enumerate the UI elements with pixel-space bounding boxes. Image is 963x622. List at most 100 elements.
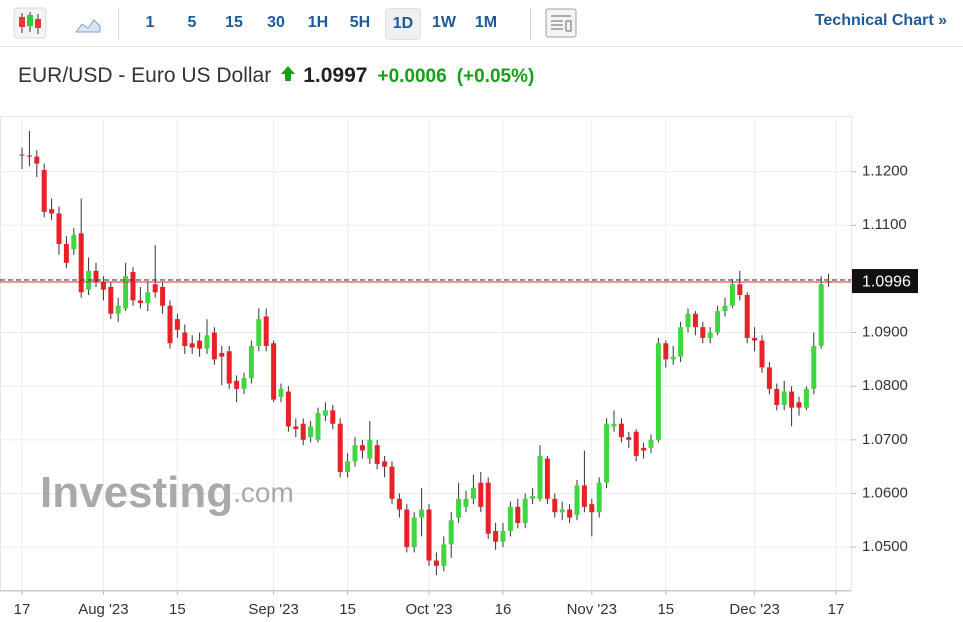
candle-body [359,445,365,451]
y-tick-label: 1.0500 [862,538,908,555]
candle-body [330,410,336,424]
candle-body [63,244,69,263]
candle-body [396,498,402,510]
interval-button[interactable]: 5H [349,14,371,31]
candle-body [781,391,787,405]
candle-body [789,391,795,408]
candle-icon [35,19,41,28]
candle-body [241,378,247,389]
watermark-suffix: .com [233,477,294,508]
interval-button[interactable]: 1 [145,14,155,31]
candle-body [493,531,499,542]
candle-body [404,509,410,548]
x-tick-label: Nov '23 [567,601,617,618]
watermark-brand: Investing [40,468,233,517]
candle-body [715,311,721,333]
candle-body [574,485,580,515]
technical-chart-link[interactable]: Technical Chart » [814,12,947,29]
interval-button[interactable]: 1W [432,14,456,31]
candle-body [441,544,447,566]
candle-body [433,560,439,566]
interval-button[interactable]: 1H [307,14,329,31]
candle-body [463,498,469,507]
candle-body [530,496,536,499]
candle-body [648,439,654,448]
candle-body [34,156,40,164]
candle-body [278,388,284,397]
candle-body [752,337,758,341]
candle-body [174,319,180,330]
candle-body [352,445,358,462]
separator [530,8,531,40]
interval-button[interactable]: 1M [474,14,498,31]
candle-body [448,520,454,545]
candle-body [826,281,832,283]
candle-body [470,488,476,499]
interval-button[interactable]: 30 [267,14,285,31]
instrument-name: EUR/USD - Euro US Dollar [18,64,272,87]
candle-body [160,286,166,306]
candle-body [596,482,602,513]
x-tick-label: Sep '23 [248,601,298,618]
last-price: 1.0997 [303,64,368,87]
candle-body [589,504,595,513]
candle-icon [27,15,33,26]
candle-body [123,276,129,309]
y-tick-label: 1.1200 [862,163,908,180]
candle-body [655,343,661,440]
candle-body [411,517,417,548]
candle-body [641,447,647,451]
candle-body [604,423,610,483]
candle-body [145,292,151,304]
candle-body [382,461,388,467]
candle-body [685,313,691,328]
candle-body [485,482,491,534]
y-tick-label: 1.0900 [862,324,908,341]
candle-body [100,281,106,290]
price-tag [852,269,918,294]
y-tick-label: 1.0700 [862,431,908,448]
candle-body [670,356,676,360]
change: +0.0006 [377,66,447,87]
candle-body [426,509,432,561]
candle-body [86,270,92,290]
candle-body [419,509,425,518]
candle-body [41,170,47,212]
candle-body [707,332,713,338]
y-tick-label: 1.1000 [862,270,908,287]
candle-icon [19,17,25,27]
x-tick-label: 17 [828,601,845,618]
candle-body [759,340,765,368]
candle-body [544,458,550,499]
candle-body [803,388,809,408]
area-icon[interactable] [75,19,101,33]
candle-body [204,335,210,349]
candle-body [197,340,203,349]
interval-button[interactable]: 5 [187,14,197,31]
candle-body [78,233,84,293]
x-tick-label: 16 [495,601,512,618]
candle-body [93,270,99,282]
candle-body [189,343,195,348]
candle-body [367,439,373,459]
layout-icon-lines [551,15,572,32]
candle-body [633,431,639,456]
y-tick-label: 1.0800 [862,377,908,394]
candle-body [537,455,543,499]
candle-body [211,332,217,360]
candle-body [115,305,121,314]
candle-body [300,423,306,440]
x-tick-label: 15 [339,601,356,618]
interval-button[interactable]: 15 [225,14,243,31]
candle-body [152,284,158,293]
candle-body [293,426,299,430]
candle-body [515,506,521,523]
candle-body [500,531,506,542]
separator [118,8,119,40]
candle-body [581,485,587,507]
interval-button[interactable]: 1D [385,8,421,40]
x-tick-label: 15 [657,601,674,618]
candle-body [374,445,380,464]
